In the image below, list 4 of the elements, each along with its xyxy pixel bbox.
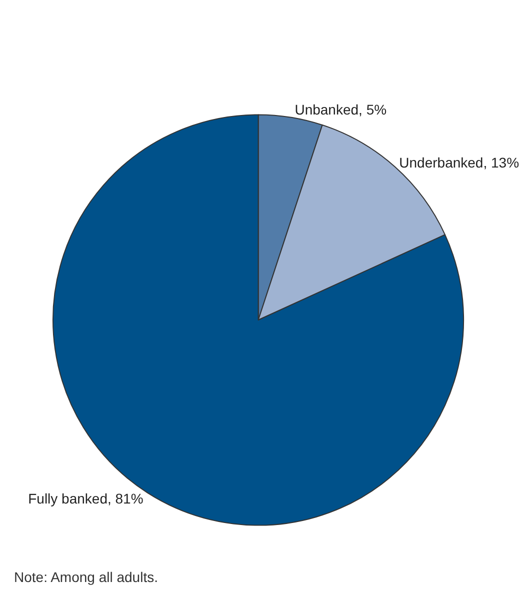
slice-label: Fully banked, 81% xyxy=(28,490,144,506)
slice-label: Unbanked, 5% xyxy=(294,102,387,118)
text: Note: Among all adults. xyxy=(14,569,158,585)
slice-label: Underbanked, 13% xyxy=(399,154,520,171)
